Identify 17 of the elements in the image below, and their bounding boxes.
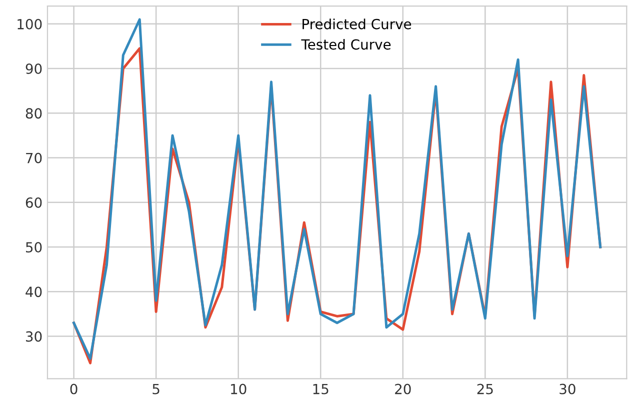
x-tick-label: 10 bbox=[231, 384, 246, 394]
y-tick-label: 50 bbox=[26, 242, 42, 253]
x-tick-label: 5 bbox=[152, 384, 160, 394]
x-tick-label: 0 bbox=[70, 384, 78, 394]
y-tick-label: 70 bbox=[26, 152, 42, 164]
x-tick-label: 15 bbox=[313, 384, 328, 394]
y-tick-label: 80 bbox=[26, 108, 42, 119]
legend-label: Tested Curve bbox=[301, 38, 391, 50]
y-tick-label: 60 bbox=[26, 197, 42, 208]
x-tick-label: 25 bbox=[477, 384, 493, 394]
x-tick-label: 30 bbox=[560, 384, 576, 394]
y-tick-label: 40 bbox=[26, 286, 42, 298]
y-tick-label: 100 bbox=[18, 18, 42, 30]
y-tick-label: 90 bbox=[26, 64, 42, 74]
y-tick-label: 30 bbox=[26, 331, 42, 342]
x-tick-label: 20 bbox=[395, 384, 411, 394]
legend-label: Predicted Curve bbox=[302, 18, 412, 30]
